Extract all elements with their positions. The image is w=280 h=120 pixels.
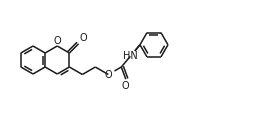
Text: HN: HN bbox=[123, 51, 138, 61]
Text: O: O bbox=[122, 81, 130, 91]
Text: O: O bbox=[53, 36, 61, 45]
Text: O: O bbox=[80, 33, 87, 43]
Text: O: O bbox=[104, 69, 112, 80]
